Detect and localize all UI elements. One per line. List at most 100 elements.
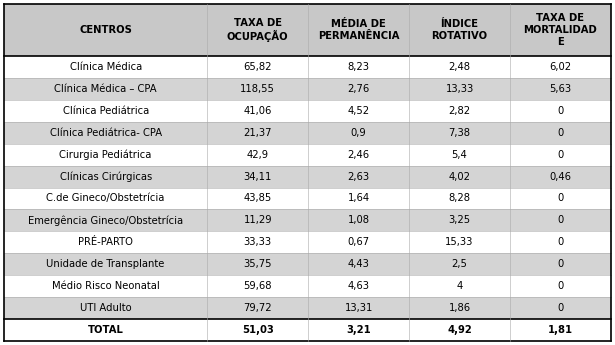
Bar xyxy=(308,144,409,166)
Text: 21,37: 21,37 xyxy=(244,128,272,138)
Text: 2,5: 2,5 xyxy=(451,259,467,269)
Bar xyxy=(308,253,409,275)
Text: 15,33: 15,33 xyxy=(445,237,474,247)
Text: ÍNDICE
ROTATIVO: ÍNDICE ROTATIVO xyxy=(432,19,488,41)
Bar xyxy=(207,275,308,297)
Bar xyxy=(308,100,409,122)
Bar xyxy=(4,297,207,319)
Bar xyxy=(308,275,409,297)
Text: 0: 0 xyxy=(557,215,563,225)
Text: 2,46: 2,46 xyxy=(347,150,370,160)
Text: 2,63: 2,63 xyxy=(347,171,370,181)
Bar xyxy=(207,56,308,78)
Bar xyxy=(4,187,207,209)
Bar xyxy=(308,56,409,78)
Bar xyxy=(308,78,409,100)
Text: Clínica Pediátrica- CPA: Clínica Pediátrica- CPA xyxy=(50,128,162,138)
Bar xyxy=(510,297,611,319)
Bar xyxy=(207,100,308,122)
Bar xyxy=(4,253,207,275)
Bar xyxy=(409,253,510,275)
Text: 13,31: 13,31 xyxy=(344,303,373,313)
Bar xyxy=(207,209,308,231)
Bar xyxy=(510,319,611,341)
Text: 4,52: 4,52 xyxy=(347,106,370,116)
Text: Cirurgia Pediátrica: Cirurgia Pediátrica xyxy=(60,149,152,160)
Text: Clínica Médica – CPA: Clínica Médica – CPA xyxy=(54,84,157,94)
Text: 7,38: 7,38 xyxy=(448,128,470,138)
Bar xyxy=(207,253,308,275)
Bar xyxy=(409,319,510,341)
Text: 0: 0 xyxy=(557,106,563,116)
Text: MÉDIA DE
PERMANÊNCIA: MÉDIA DE PERMANÊNCIA xyxy=(318,19,399,41)
Text: 65,82: 65,82 xyxy=(244,62,272,72)
Bar xyxy=(510,187,611,209)
Bar xyxy=(409,275,510,297)
Text: 11,29: 11,29 xyxy=(244,215,272,225)
Text: Clínica Médica: Clínica Médica xyxy=(69,62,142,72)
Bar xyxy=(409,209,510,231)
Text: 3,25: 3,25 xyxy=(448,215,470,225)
Text: 35,75: 35,75 xyxy=(244,259,272,269)
Text: 1,08: 1,08 xyxy=(347,215,370,225)
Bar xyxy=(409,297,510,319)
Text: 42,9: 42,9 xyxy=(247,150,269,160)
Bar xyxy=(409,78,510,100)
Bar xyxy=(308,297,409,319)
Text: 6,02: 6,02 xyxy=(549,62,571,72)
Text: 43,85: 43,85 xyxy=(244,194,272,204)
Text: 33,33: 33,33 xyxy=(244,237,272,247)
Bar xyxy=(308,4,409,56)
Text: 4,63: 4,63 xyxy=(347,281,370,291)
Bar xyxy=(4,4,207,56)
Bar xyxy=(409,4,510,56)
Bar xyxy=(4,122,207,144)
Bar xyxy=(207,78,308,100)
Text: C.de Gineco/Obstetrícia: C.de Gineco/Obstetrícia xyxy=(47,194,165,204)
Bar xyxy=(510,166,611,187)
Bar xyxy=(4,209,207,231)
Text: 2,82: 2,82 xyxy=(448,106,470,116)
Bar xyxy=(409,231,510,253)
Bar xyxy=(4,319,207,341)
Bar xyxy=(510,122,611,144)
Bar xyxy=(308,122,409,144)
Bar xyxy=(308,187,409,209)
Bar xyxy=(510,4,611,56)
Text: 0: 0 xyxy=(557,194,563,204)
Bar xyxy=(409,166,510,187)
Bar xyxy=(207,319,308,341)
Bar xyxy=(510,209,611,231)
Bar xyxy=(4,144,207,166)
Text: 0: 0 xyxy=(557,128,563,138)
Text: UTI Adulto: UTI Adulto xyxy=(80,303,132,313)
Text: 8,23: 8,23 xyxy=(347,62,370,72)
Bar xyxy=(510,253,611,275)
Text: 1,81: 1,81 xyxy=(548,325,573,335)
Text: 0: 0 xyxy=(557,150,563,160)
Bar xyxy=(207,187,308,209)
Bar xyxy=(409,100,510,122)
Text: Emergência Gineco/Obstetrícia: Emergência Gineco/Obstetrícia xyxy=(28,215,183,226)
Text: Unidade de Transplante: Unidade de Transplante xyxy=(47,259,165,269)
Bar xyxy=(510,275,611,297)
Bar xyxy=(409,144,510,166)
Bar xyxy=(308,209,409,231)
Bar xyxy=(510,56,611,78)
Text: 0: 0 xyxy=(557,259,563,269)
Text: Clínicas Cirúrgicas: Clínicas Cirúrgicas xyxy=(60,171,152,182)
Text: 4,43: 4,43 xyxy=(347,259,370,269)
Bar xyxy=(308,231,409,253)
Text: CENTROS: CENTROS xyxy=(79,25,132,35)
Text: 5,4: 5,4 xyxy=(451,150,467,160)
Bar xyxy=(4,56,207,78)
Bar xyxy=(409,187,510,209)
Text: 51,03: 51,03 xyxy=(242,325,274,335)
Bar xyxy=(207,297,308,319)
Text: 0: 0 xyxy=(557,237,563,247)
Bar xyxy=(409,56,510,78)
Text: 5,63: 5,63 xyxy=(549,84,571,94)
Text: 59,68: 59,68 xyxy=(244,281,272,291)
Bar xyxy=(4,231,207,253)
Text: 2,48: 2,48 xyxy=(448,62,470,72)
